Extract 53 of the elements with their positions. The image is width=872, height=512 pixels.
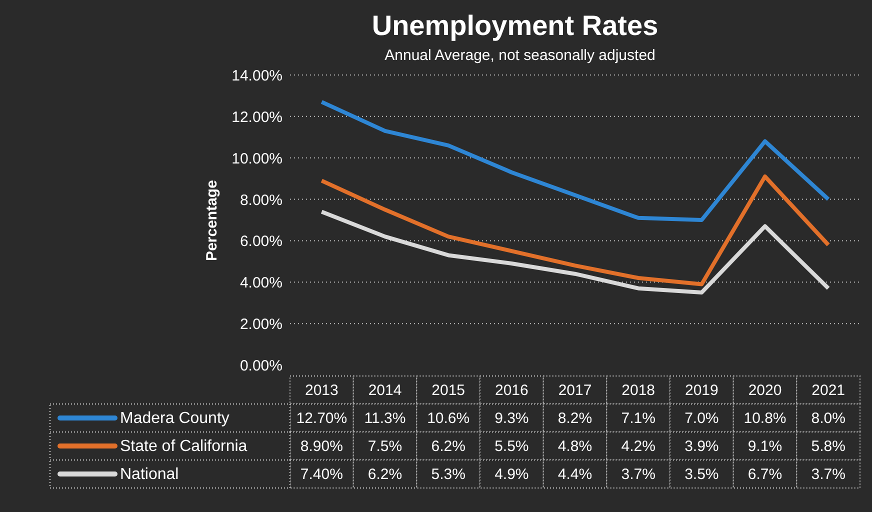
data-label: 7.0% [684, 410, 719, 427]
data-label: 8.90% [300, 438, 343, 455]
data-label: 3.7% [621, 466, 656, 483]
legend-label: State of California [120, 438, 248, 455]
data-label: 9.1% [748, 438, 782, 455]
data-label: 8.0% [811, 410, 846, 427]
line-series [320, 174, 830, 286]
y-tick-label: 10.00% [232, 150, 282, 168]
data-label: 4.8% [558, 438, 592, 455]
line-series [320, 210, 830, 294]
data-label: 9.3% [494, 410, 529, 427]
data-label: 12.70% [296, 410, 348, 427]
data-label: 5.5% [494, 438, 529, 455]
data-label: 5.3% [431, 466, 466, 483]
x-tick-label: 2018 [622, 382, 656, 399]
data-label: 3.5% [684, 466, 719, 483]
data-label: 4.2% [621, 438, 656, 455]
x-tick-label: 2020 [748, 382, 782, 399]
legend-label: National [120, 466, 179, 483]
y-tick-label: 2.00% [240, 316, 282, 334]
y-tick-label: 8.00% [240, 192, 282, 209]
x-tick-label: 2017 [558, 382, 592, 399]
y-tick-label: 6.00% [240, 233, 282, 250]
legend-label: Madera County [120, 410, 230, 427]
data-label: 7.1% [621, 410, 656, 427]
x-tick-label: 2014 [368, 382, 402, 399]
line-series [320, 100, 830, 222]
data-label: 4.9% [494, 466, 529, 483]
data-label: 5.8% [811, 438, 846, 455]
data-label: 7.40% [300, 466, 343, 483]
y-tick-label: 4.00% [240, 274, 282, 292]
data-label: 3.7% [811, 466, 846, 483]
x-tick-label: 2021 [812, 382, 846, 399]
data-label: 10.8% [744, 410, 786, 427]
chart-title: Unemployment Rates [372, 10, 658, 41]
chart-subtitle: Annual Average, not seasonally adjusted [384, 47, 656, 64]
data-label: 7.5% [368, 438, 402, 455]
x-tick-label: 2019 [684, 382, 718, 399]
data-label: 11.3% [364, 410, 406, 427]
y-tick-label: 0.00% [240, 358, 282, 374]
data-label: 6.7% [748, 466, 782, 483]
x-tick-label: 2013 [304, 382, 338, 399]
y-axis-title: Percentage [204, 180, 221, 261]
data-label: 4.4% [558, 466, 592, 483]
data-label: 10.6% [427, 410, 470, 427]
x-tick-label: 2016 [494, 382, 528, 399]
data-label: 6.2% [368, 466, 402, 483]
x-tick-label: 2015 [432, 382, 466, 399]
y-tick-label: 12.00% [232, 108, 282, 126]
data-label: 6.2% [431, 438, 466, 455]
data-label: 8.2% [558, 410, 592, 427]
y-tick-label: 14.00% [232, 68, 282, 84]
data-label: 3.9% [684, 438, 719, 455]
